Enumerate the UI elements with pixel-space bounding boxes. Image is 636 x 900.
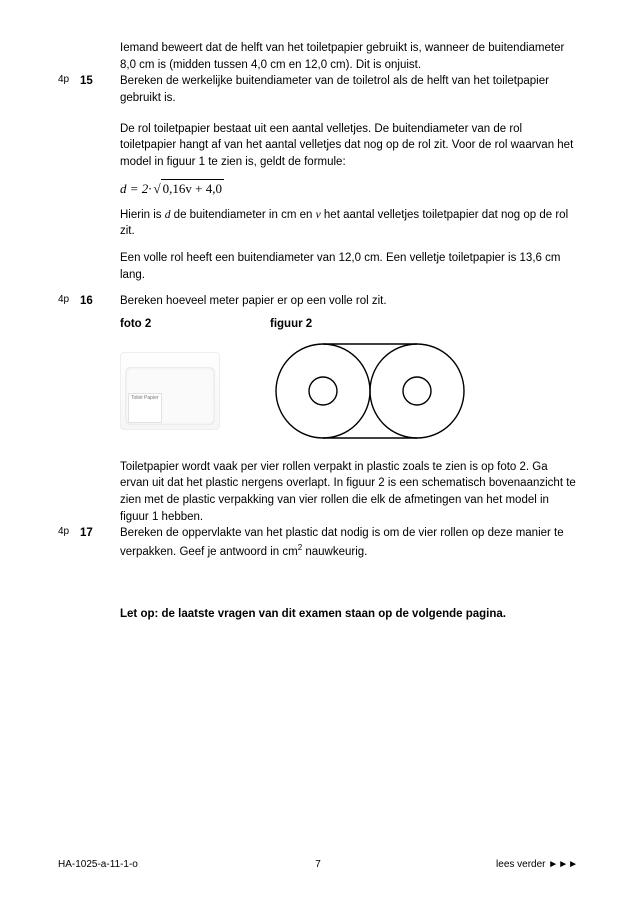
- q16-task: Bereken hoeveel meter papier er op een v…: [120, 293, 578, 452]
- mid-p3: Een volle rol heeft een buitendiameter v…: [120, 250, 578, 283]
- q17-task-block: 4p 17 Bereken de oppervlakte van het pla…: [58, 525, 578, 560]
- footer-left: HA-1025-a-11-1-o: [58, 858, 138, 873]
- q15-task-text: Bereken de werkelijke buitendiameter van…: [120, 75, 549, 104]
- notice-block: Let op: de laatste vragen van dit examen…: [58, 570, 578, 623]
- mid-content: De rol toiletpapier bestaat uit een aant…: [120, 121, 578, 292]
- q15-task: Bereken de werkelijke buitendiameter van…: [120, 73, 578, 106]
- foto-wrap: Toilet Papier: [125, 367, 215, 425]
- formula-lead: d = 2·: [120, 181, 152, 196]
- foto2-image: Toilet Papier: [120, 352, 220, 430]
- q15-margin: [58, 40, 120, 73]
- p2b: de buitendiameter in cm en: [170, 209, 315, 221]
- q17-num: 17: [80, 525, 93, 542]
- q15-intro-text: Iemand beweert dat de helft van het toil…: [120, 42, 564, 71]
- figuur2-svg: [270, 339, 470, 443]
- exam-page: Iemand beweert dat de helft van het toil…: [0, 0, 636, 900]
- sqrt-sign: √: [154, 181, 161, 196]
- label-foto2: foto 2: [120, 316, 270, 333]
- mid-p1: De rol toiletpapier bestaat uit een aant…: [120, 121, 578, 171]
- p2a: Hierin is: [120, 209, 165, 221]
- q15-intro: Iemand beweert dat de helft van het toil…: [120, 40, 578, 73]
- q17-margin2: 4p 17: [58, 525, 120, 560]
- q15-task-row: 4p 15 Bereken de werkelijke buitendiamet…: [58, 73, 578, 106]
- q15-pts: 4p: [58, 73, 80, 88]
- fig-labels: foto 2 figuur 2: [120, 316, 578, 333]
- q17-margin1: [58, 459, 120, 526]
- q15-num: 15: [80, 73, 93, 90]
- q17-p1: Toiletpapier wordt vaak per vier rollen …: [120, 459, 578, 526]
- mid-p2: Hierin is d de buitendiameter in cm en v…: [120, 207, 578, 240]
- q16-task-text: Bereken hoeveel meter papier er op een v…: [120, 295, 387, 307]
- mid-margin: [58, 121, 120, 292]
- q17-task: Bereken de oppervlakte van het plastic d…: [120, 525, 578, 560]
- footer-right: lees verder ►►►: [496, 858, 578, 873]
- footer-page-number: 7: [315, 858, 321, 873]
- foto-label: Toilet Papier: [128, 393, 162, 423]
- q16-margin: 4p 16: [58, 293, 120, 452]
- q15-block: Iemand beweert dat de helft van het toil…: [58, 40, 578, 73]
- q17-task-b: nauwkeurig.: [302, 546, 367, 558]
- formula-radicand: 0,16v + 4,0: [161, 179, 224, 199]
- q16-num: 16: [80, 293, 93, 310]
- q15-margin2: 4p 15: [58, 73, 120, 106]
- q17-pts: 4p: [58, 525, 80, 540]
- figure-row: Toilet Papier: [120, 339, 578, 443]
- formula: d = 2·√0,16v + 4,0: [120, 179, 578, 199]
- label-figuur2: figuur 2: [270, 316, 312, 333]
- q16-pts: 4p: [58, 293, 80, 308]
- notice-margin: [58, 570, 120, 623]
- q17-intro-block: Toiletpapier wordt vaak per vier rollen …: [58, 459, 578, 526]
- page-footer: HA-1025-a-11-1-o 7 lees verder ►►►: [58, 858, 578, 873]
- mid-block: De rol toiletpapier bestaat uit een aant…: [58, 121, 578, 292]
- notice-text: Let op: de laatste vragen van dit examen…: [120, 606, 578, 623]
- q16-block: 4p 16 Bereken hoeveel meter papier er op…: [58, 293, 578, 452]
